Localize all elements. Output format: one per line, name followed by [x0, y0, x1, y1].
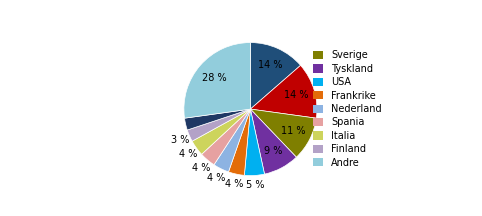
- Wedge shape: [201, 109, 251, 165]
- Wedge shape: [187, 109, 251, 141]
- Wedge shape: [251, 109, 316, 157]
- Text: 28 %: 28 %: [202, 73, 227, 83]
- Wedge shape: [192, 109, 251, 154]
- Text: 9 %: 9 %: [264, 146, 282, 156]
- Wedge shape: [244, 109, 265, 176]
- Wedge shape: [251, 65, 317, 118]
- Text: 14 %: 14 %: [258, 60, 282, 70]
- Text: 4 %: 4 %: [207, 173, 226, 183]
- Text: 11 %: 11 %: [281, 126, 305, 136]
- Wedge shape: [228, 109, 251, 175]
- Wedge shape: [251, 109, 296, 174]
- Text: 14 %: 14 %: [284, 90, 308, 100]
- Text: 5 %: 5 %: [246, 180, 264, 191]
- Text: 3 %: 3 %: [171, 135, 189, 145]
- Text: 4 %: 4 %: [179, 149, 198, 159]
- Wedge shape: [185, 109, 251, 130]
- Wedge shape: [184, 43, 251, 118]
- Wedge shape: [214, 109, 251, 172]
- Text: 4 %: 4 %: [225, 179, 243, 189]
- Wedge shape: [251, 43, 301, 109]
- Legend: Sverige, Tyskland, USA, Frankrike, Nederland, Spania, Italia, Finland, Andre: Sverige, Tyskland, USA, Frankrike, Neder…: [313, 51, 382, 168]
- Text: 4 %: 4 %: [192, 162, 210, 173]
